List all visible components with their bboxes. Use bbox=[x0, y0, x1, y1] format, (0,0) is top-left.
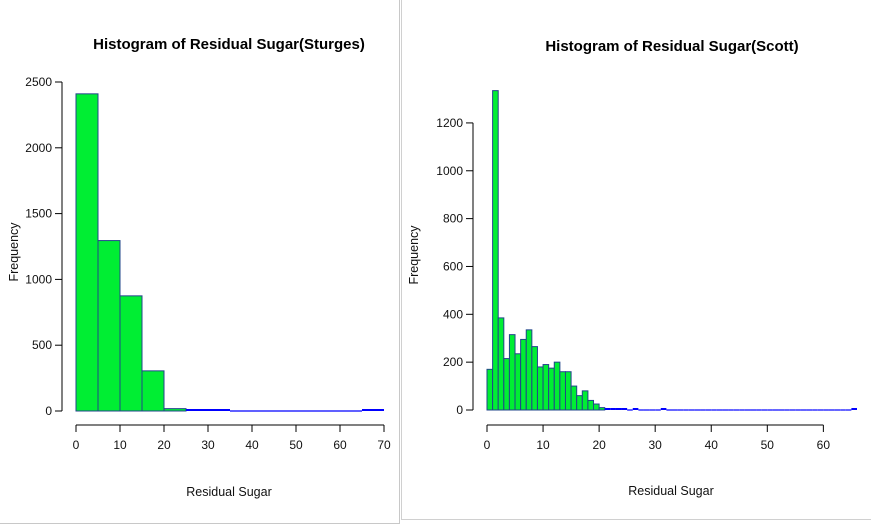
histogram-bar bbox=[536, 366, 544, 411]
y-axis-label: Frequency bbox=[7, 222, 21, 282]
histogram-bar bbox=[492, 90, 499, 411]
histogram-bar bbox=[362, 409, 384, 411]
histogram-bar bbox=[570, 385, 578, 411]
y-tick-label: 0 bbox=[456, 403, 463, 417]
histogram-bar bbox=[587, 399, 595, 411]
y-tick-label: 500 bbox=[32, 338, 52, 352]
histogram-bar bbox=[559, 371, 566, 411]
y-tick-label: 2500 bbox=[25, 75, 52, 89]
x-tick-label: 0 bbox=[73, 438, 80, 452]
y-axis-label: Frequency bbox=[407, 225, 421, 285]
histogram-bar bbox=[660, 408, 667, 410]
chart-title: Histogram of Residual Sugar(Scott) bbox=[545, 38, 798, 55]
x-tick-label: 10 bbox=[536, 438, 550, 452]
y-tick-label: 800 bbox=[443, 212, 463, 226]
y-tick-label: 400 bbox=[443, 307, 463, 321]
histogram-bar bbox=[514, 353, 522, 411]
x-tick-label: 40 bbox=[245, 438, 259, 452]
histogram-bar bbox=[531, 346, 538, 411]
x-axis-label: Residual Sugar bbox=[186, 485, 271, 499]
histogram-bar bbox=[548, 367, 555, 411]
y-tick-label: 1200 bbox=[436, 116, 463, 130]
y-tick-label: 1000 bbox=[25, 272, 52, 286]
histogram-bar bbox=[564, 371, 572, 411]
histogram-bar bbox=[851, 408, 857, 410]
histogram-bar bbox=[581, 390, 589, 411]
chart-panel-scott: Histogram of Residual Sugar(Scott) Resid… bbox=[401, 0, 871, 520]
histogram-bar bbox=[621, 408, 628, 410]
x-tick-label: 50 bbox=[761, 438, 775, 452]
histogram-bar bbox=[542, 364, 550, 411]
x-tick-label: 50 bbox=[289, 438, 303, 452]
histogram-bar bbox=[520, 338, 527, 411]
x-tick-label: 40 bbox=[705, 438, 719, 452]
x-tick-label: 70 bbox=[377, 438, 391, 452]
histogram-bar bbox=[632, 408, 639, 410]
histogram-bar bbox=[141, 370, 165, 412]
histogram-bar bbox=[163, 408, 187, 412]
histogram-bar bbox=[503, 358, 510, 411]
histogram-bar bbox=[186, 409, 208, 411]
plot-area: 0 10 20 30 40 50 60 70 0 500 1000 1500 2000 2500 bbox=[25, 75, 391, 452]
y-tick-label: 600 bbox=[443, 259, 463, 273]
chart-panel-sturges: Histogram of Residual Sugar(Sturges) Res… bbox=[0, 0, 400, 524]
x-tick-label: 20 bbox=[157, 438, 171, 452]
histogram-bar bbox=[553, 361, 561, 411]
histogram-scott: Histogram of Residual Sugar(Scott) Resid… bbox=[407, 38, 857, 498]
y-tick-label: 2000 bbox=[25, 141, 52, 155]
x-tick-label: 10 bbox=[113, 438, 127, 452]
histogram-bar bbox=[508, 334, 516, 411]
histogram-bar bbox=[208, 409, 230, 411]
histogram-bar bbox=[593, 403, 600, 411]
y-tick-label: 1000 bbox=[436, 164, 463, 178]
x-axis-label: Residual Sugar bbox=[628, 484, 713, 498]
y-tick-label: 0 bbox=[45, 404, 52, 418]
y-tick-label: 200 bbox=[443, 355, 463, 369]
histogram-bar bbox=[497, 317, 505, 411]
histogram-bar bbox=[75, 93, 99, 412]
histogram-bar bbox=[615, 408, 622, 410]
histogram-sturges: Histogram of Residual Sugar(Sturges) Res… bbox=[7, 36, 391, 499]
x-tick-label: 0 bbox=[484, 438, 491, 452]
histogram-bar bbox=[576, 395, 583, 411]
histogram-bar bbox=[119, 295, 143, 412]
histogram-bar bbox=[610, 408, 616, 410]
histogram-bar bbox=[97, 240, 121, 412]
histogram-bar bbox=[604, 408, 611, 410]
chart-title: Histogram of Residual Sugar(Sturges) bbox=[93, 36, 365, 53]
histogram-bar bbox=[525, 329, 533, 411]
histogram-bar bbox=[598, 407, 606, 411]
x-tick-label: 60 bbox=[333, 438, 347, 452]
y-tick-label: 1500 bbox=[25, 207, 52, 221]
histogram-bar bbox=[486, 368, 494, 411]
x-tick-label: 30 bbox=[201, 438, 215, 452]
x-tick-label: 30 bbox=[649, 438, 663, 452]
x-tick-label: 60 bbox=[817, 438, 831, 452]
x-tick-label: 20 bbox=[592, 438, 606, 452]
